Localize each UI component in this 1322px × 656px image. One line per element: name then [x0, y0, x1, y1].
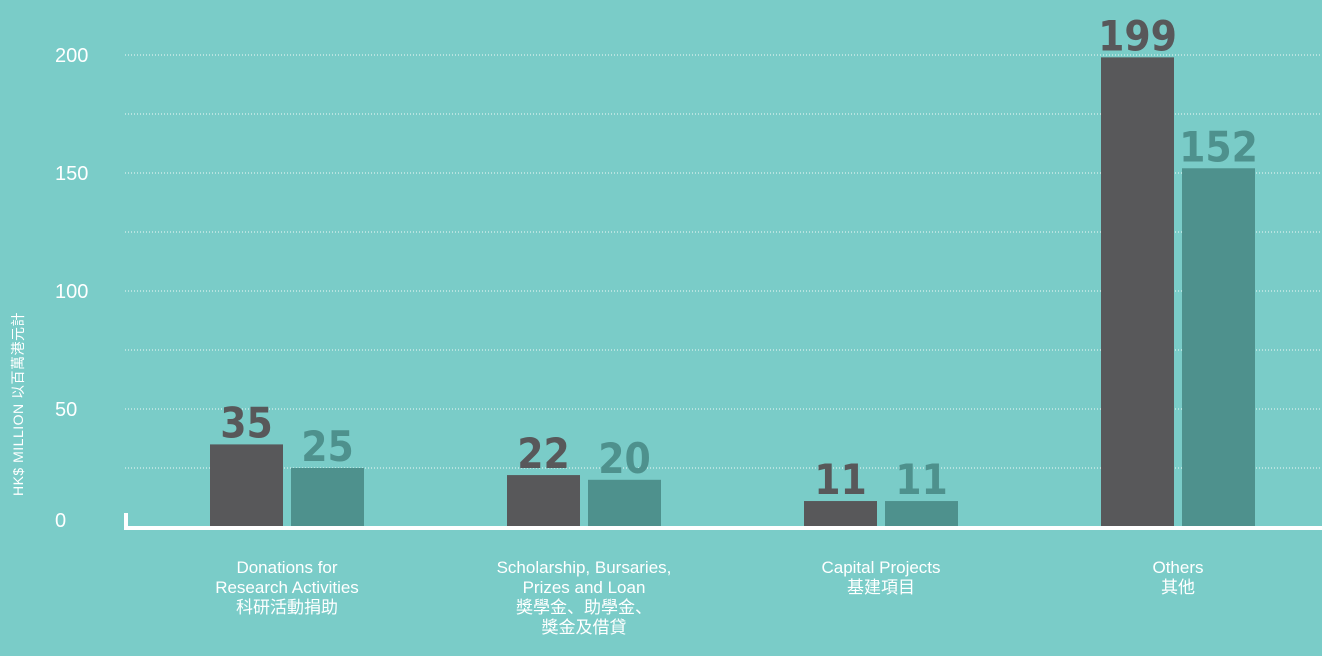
data-label: 35: [220, 398, 273, 447]
data-label: 199: [1098, 11, 1177, 60]
data-label: 22: [517, 429, 570, 478]
data-label: 152: [1179, 122, 1258, 171]
x-tick-label: Others: [1152, 558, 1203, 577]
x-tick-label: 獎金及借貸: [542, 618, 627, 637]
y-tick-label: 150: [55, 163, 88, 185]
x-tick-label: Prizes and Loan: [523, 578, 646, 597]
data-label: 25: [301, 422, 354, 471]
x-tick-label: Scholarship, Bursaries,: [497, 558, 672, 577]
bar: [210, 444, 283, 527]
x-tick-label: Capital Projects: [821, 558, 940, 577]
x-tick-label: Research Activities: [215, 578, 359, 597]
x-axis: [124, 513, 1322, 530]
y-axis-label: HK$ MILLION 以百萬港元計: [10, 312, 26, 496]
x-tick-label: 科研活動捐助: [236, 598, 338, 617]
y-tick-label: 50: [55, 399, 77, 421]
bar: [1101, 57, 1174, 528]
data-label: 11: [814, 455, 867, 504]
bar: [1182, 168, 1255, 527]
y-tick-label: 200: [55, 45, 88, 67]
y-tick-label: 0: [55, 510, 66, 532]
bar: [885, 501, 958, 527]
x-tick-label: 基建項目: [847, 578, 915, 597]
data-label: 11: [895, 455, 948, 504]
bars: [210, 57, 1255, 528]
value-labels: 35 22 11 199 25 20 11 152: [220, 11, 1258, 504]
bar: [804, 501, 877, 527]
x-tick-label: 其他: [1161, 578, 1195, 597]
y-tick-label: 100: [55, 281, 88, 303]
y-axis-ticks: 0 50 100 150 200: [55, 45, 88, 532]
bar: [588, 479, 661, 527]
bar: [507, 475, 580, 527]
data-label: 20: [598, 434, 651, 483]
x-tick-label: 獎學金、助學金、: [516, 598, 652, 617]
x-tick-label: Donations for: [236, 558, 337, 577]
bar: [291, 468, 364, 527]
